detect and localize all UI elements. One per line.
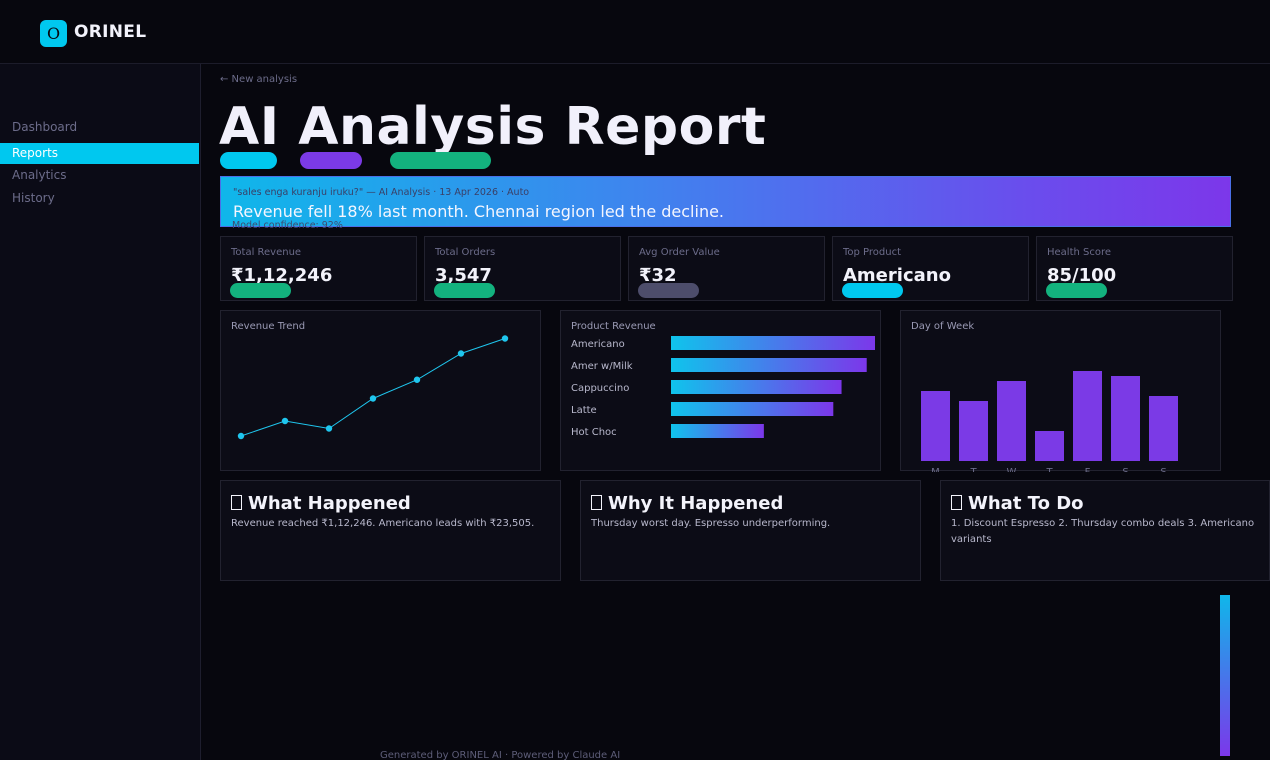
day-label: F [1085, 467, 1091, 472]
kpi-value: ₹32 [639, 265, 677, 286]
product-bar [671, 402, 834, 416]
day-label: W [1007, 467, 1017, 472]
insight-body: Thursday worst day. Espresso underperfor… [591, 518, 831, 529]
banner-headline: Revenue fell 18% last month. Chennai reg… [233, 202, 725, 221]
insight-card-what-happened: What Happened Revenue reached ₹1,12,246.… [220, 480, 561, 581]
revenue-trend-chart [237, 335, 509, 440]
insight-card-what-to-do: What To Do 1. Discount Espresso 2. Thurs… [940, 480, 1270, 581]
insight-title: Why It Happened [608, 493, 784, 514]
kpi-label: Top Product [843, 247, 902, 258]
insight-body: 1. Discount Espresso 2. Thursday combo d… [951, 518, 1255, 545]
trend-point [413, 376, 421, 383]
trend-point [237, 432, 245, 440]
bar-label: Hot Choc [571, 427, 617, 438]
kpi-value: Americano [843, 265, 951, 286]
kpi-label: Total Orders [435, 247, 496, 258]
insight-title: What To Do [968, 493, 1084, 514]
day-bar [1149, 396, 1178, 461]
day-label: M [931, 467, 940, 472]
trend-point [325, 425, 333, 432]
page-title: AI Analysis Report [219, 97, 767, 157]
day-bar [997, 381, 1026, 461]
kpi-card-total-revenue: Total Revenue ₹1,12,246 [220, 236, 417, 301]
day-label: T [1045, 467, 1053, 472]
tag-pill-cyan [220, 152, 277, 169]
trend-line [240, 338, 506, 437]
revenue-trend-panel: Revenue Trend [220, 310, 541, 471]
day-bar [921, 391, 950, 461]
kpi-label: Health Score [1047, 247, 1112, 258]
back-link[interactable]: ← New analysis [220, 74, 298, 85]
day-bar [959, 401, 988, 461]
kpi-card-top-product: Top Product Americano [832, 236, 1029, 301]
day-label: S [1122, 467, 1128, 472]
product-bar [671, 424, 764, 438]
bar-label: Latte [571, 405, 597, 416]
product-revenue-panel: Product Revenue Americano Amer w/Milk Capp… [560, 310, 881, 471]
tag-pill-purple [300, 152, 362, 169]
bar-label: Americano [571, 339, 625, 350]
kpi-label: Total Revenue [231, 247, 302, 258]
chart-title: Revenue Trend [231, 321, 306, 332]
kpi-card-total-orders: Total Orders 3,547 [424, 236, 621, 301]
product-revenue-chart: Americano Amer w/Milk Cappuccino Latte Hot C… [571, 336, 875, 438]
kpi-value: 3,547 [435, 265, 492, 286]
chart-title: Product Revenue [571, 321, 656, 332]
bar-label: Amer w/Milk [571, 361, 633, 372]
brand-name[interactable]: ORINEL [74, 22, 147, 42]
trend-point [457, 350, 465, 357]
kpi-card-avg-order-value: Avg Order Value ₹32 [628, 236, 825, 301]
insight-title: What Happened [248, 493, 411, 514]
kpi-status-pill [842, 283, 903, 298]
placeholder-glyph-icon [951, 495, 962, 510]
orinel-logo-icon[interactable]: O [40, 20, 67, 47]
day-of-week-panel: Day of Week M T W T F S S [900, 310, 1221, 472]
kpi-status-pill [638, 283, 699, 298]
sidebar-item-analytics[interactable]: Analytics [12, 168, 67, 182]
day-of-week-chart: MTWTFSS [921, 371, 1178, 472]
summary-banner: "sales enga kuranju iruku?" — AI Analysi… [220, 176, 1231, 227]
trend-point [369, 395, 377, 402]
placeholder-glyph-icon [591, 495, 602, 510]
insight-body: Revenue reached ₹1,12,246. Americano lea… [231, 518, 535, 529]
product-bar [671, 380, 842, 394]
product-bar [671, 358, 867, 372]
kpi-card-health-score: Health Score 85/100 [1036, 236, 1233, 301]
trend-point [501, 335, 509, 342]
kpi-label: Avg Order Value [639, 247, 720, 258]
kpi-value: 85/100 [1047, 265, 1117, 286]
sidebar-item-history[interactable]: History [12, 191, 55, 205]
kpi-status-pill [230, 283, 291, 298]
day-bar [1111, 376, 1140, 461]
chart-title: Day of Week [911, 321, 975, 332]
tag-pill-green [390, 152, 491, 169]
kpi-status-pill [1046, 283, 1107, 298]
day-bar [1073, 371, 1102, 461]
scrollbar-thumb[interactable] [1220, 595, 1230, 756]
sidebar: Dashboard Reports Analytics History [0, 64, 201, 760]
day-label: T [969, 467, 977, 472]
trend-point [281, 417, 289, 425]
sidebar-item-dashboard[interactable]: Dashboard [12, 120, 78, 134]
insight-card-why-it-happened: Why It Happened Thursday worst day. Espr… [580, 480, 921, 581]
product-bar [671, 336, 875, 350]
banner-meta: "sales enga kuranju iruku?" — AI Analysi… [233, 187, 530, 198]
footer-text: Generated by ORINEL AI · Powered by Clau… [380, 750, 621, 760]
top-bar: O ORINEL [0, 0, 1270, 64]
placeholder-glyph-icon [231, 495, 242, 510]
kpi-status-pill [434, 283, 495, 298]
sidebar-item-reports[interactable]: Reports [0, 143, 199, 164]
model-confidence: Model confidence: 92% [232, 220, 343, 231]
day-bar [1035, 431, 1064, 461]
bar-label: Cappuccino [571, 383, 629, 394]
kpi-value: ₹1,12,246 [231, 265, 333, 286]
day-label: S [1160, 467, 1166, 472]
